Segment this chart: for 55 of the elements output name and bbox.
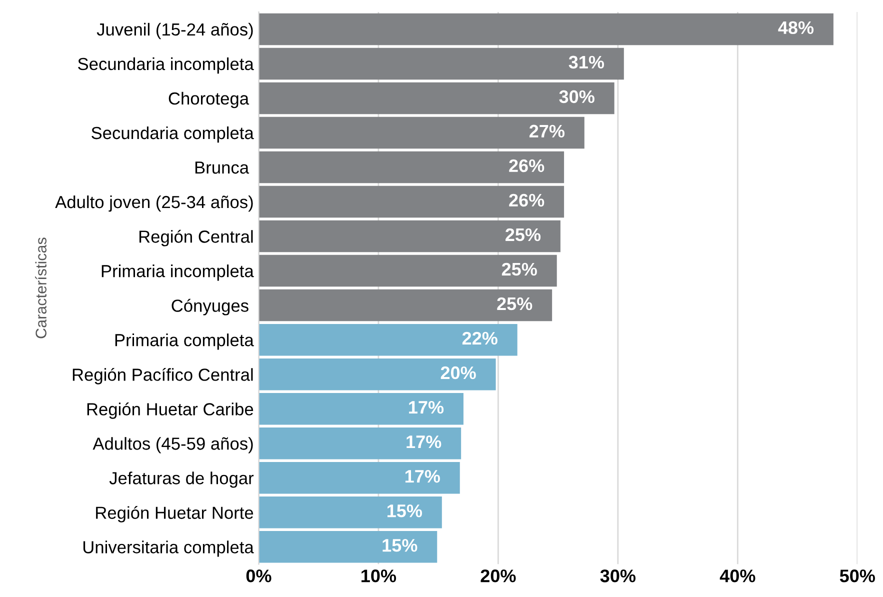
bar	[258, 48, 624, 80]
bar	[258, 254, 557, 287]
y-tick-label: Brunca	[195, 162, 250, 174]
data-label: 48%	[778, 21, 814, 34]
y-tick-label: Secundaria incompleta	[78, 57, 254, 74]
data-label: 26%	[509, 194, 544, 207]
x-tick-label: 20%	[480, 570, 516, 582]
y-tick-label: Región Huetar Caribe	[87, 402, 254, 419]
bar	[258, 358, 496, 390]
y-tick-label: Región Pacífico Central	[72, 368, 253, 384]
y-tick-label: Secundaria completa	[92, 126, 254, 143]
x-tick-label: 10%	[362, 570, 396, 582]
data-label: 25%	[506, 228, 541, 242]
x-tick-label: 30%	[600, 570, 636, 582]
y-tick-label: Adultos (45-59 años)	[92, 437, 253, 454]
bar	[258, 462, 460, 494]
bar	[258, 13, 834, 46]
y-tick-label: Primaria incompleta	[102, 264, 254, 281]
bar	[258, 392, 464, 425]
data-label: 31%	[568, 56, 604, 69]
bar	[258, 324, 518, 356]
bar	[258, 186, 564, 218]
y-tick-label: Universitaria completa	[83, 540, 254, 557]
y-tick-label: Primaria completa	[115, 334, 254, 350]
bar	[258, 82, 614, 114]
data-label: 17%	[406, 435, 442, 448]
x-tick-label: 50%	[840, 570, 875, 582]
y-tick-label: Jefaturas de hogar	[109, 472, 254, 488]
y-tick-label: Adulto joven (25-34 años)	[55, 195, 253, 212]
bar	[258, 116, 584, 149]
y-axis-title: Características	[35, 238, 46, 338]
data-label: 22%	[462, 332, 498, 345]
data-label: 26%	[509, 159, 544, 172]
y-tick-label: Juvenil (15-24 años)	[96, 22, 253, 40]
data-label: 15%	[382, 539, 418, 552]
data-label: 17%	[405, 470, 440, 483]
y-tick-label: Región Central	[139, 230, 253, 246]
x-tick-label: 0%	[246, 570, 272, 582]
bar	[258, 496, 442, 528]
data-label: 30%	[559, 90, 594, 104]
bar	[258, 427, 462, 460]
y-tick-label: Región Huetar Norte	[96, 506, 254, 522]
data-label: 25%	[502, 262, 537, 276]
bar	[258, 151, 564, 184]
y-tick-label: Chorotega	[168, 92, 250, 108]
bar	[258, 531, 438, 563]
bar	[258, 289, 552, 322]
data-label: 17%	[409, 400, 444, 414]
data-label: 15%	[387, 504, 422, 518]
data-label: 20%	[440, 366, 476, 380]
x-tick-label: 40%	[720, 570, 756, 582]
data-label: 25%	[497, 297, 532, 310]
bar	[258, 220, 560, 252]
y-tick-label: Cónyuges	[172, 298, 248, 316]
data-label: 27%	[529, 124, 565, 138]
